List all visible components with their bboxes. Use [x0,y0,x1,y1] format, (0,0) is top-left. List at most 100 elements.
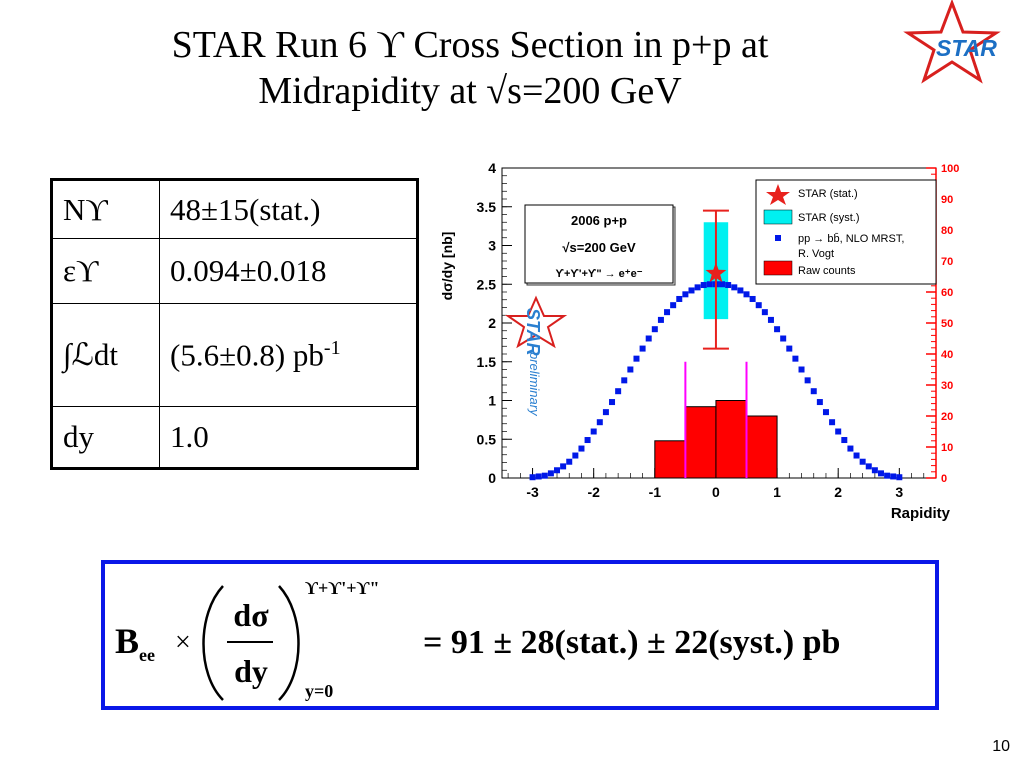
nlo-curve-point [829,419,836,426]
left-paren-icon [202,585,224,701]
title-line-1: STAR Run 6 ϒ Cross Section in p+p at [171,24,769,66]
nlo-curve-point [566,458,573,465]
y-tick-label: 3.5 [477,199,497,215]
formula-times: × [175,627,191,658]
table-key: ∫ℒdt [51,303,160,407]
slide-title: STAR Run 6 ϒ Cross Section in p+p at Mid… [60,22,880,114]
cross-section-formula: B ee × dσ dy ϒ+ϒ'+ϒ" y=0 = 91 ± 28(stat.… [101,560,939,710]
nlo-curve-point [706,281,713,288]
y-tick-label: 3 [488,238,496,254]
star-logo-outline-icon [903,0,1001,84]
luminosity-unit-exponent: -1 [323,336,341,359]
title-line-2: Midrapidity at √s=200 GeV [258,70,682,112]
x-tick-label: 1 [773,484,781,500]
nlo-curve-point [547,470,554,477]
nlo-curve-point [749,295,756,302]
nlo-curve-point [602,409,609,416]
legend-nlo-line-2: R. Vogt [798,248,834,260]
nlo-curve-point [822,409,829,416]
formula-b-subscript: ee [139,645,155,665]
page-number: 10 [992,738,1010,755]
right-tick-label: 100 [941,163,959,175]
info-line-3: ϒ+ϒ'+ϒ" → e⁺e⁻ [555,268,642,280]
y-tick-label: 1 [488,393,496,409]
x-tick-label: -2 [587,484,600,500]
nlo-curve-point [645,335,652,342]
nlo-curve-point [761,309,768,316]
formula-upper-limit: ϒ+ϒ'+ϒ" [305,578,380,598]
x-tick-label: 0 [712,484,720,500]
nlo-curve-point [664,309,671,316]
x-tick-label: 3 [895,484,903,500]
luminosity-value: (5.6±0.8) pb [170,337,324,373]
nlo-curve-point [737,287,744,294]
star-preliminary-watermark: STAR preliminary [504,295,568,417]
nlo-curve-point [688,287,695,294]
watermark-star-text: STAR [523,308,543,356]
nlo-curve-point [786,345,793,352]
nlo-curve-point [725,282,732,289]
legend-star-stat: STAR (stat.) [798,188,858,200]
watermark-preliminary-text: preliminary [527,351,542,417]
table-value: 48±15(stat.) [159,179,418,239]
nlo-curve-point [676,295,683,302]
nlo-curve-point [767,316,774,323]
nlo-curve-point [621,377,628,384]
nlo-curve-point [804,377,811,384]
nlo-curve-point [743,291,750,298]
nlo-curve-point [590,428,597,435]
right-tick-label: 0 [941,473,947,485]
parameter-table: Nϒ 48±15(stat.) εϒ 0.094±0.018 ∫ℒdt (5.6… [50,178,419,470]
table-key: εϒ [51,238,160,304]
y-tick-label: 2.5 [477,276,497,292]
nlo-curve-point [877,470,884,477]
y-tick-label: 0 [488,470,496,486]
raw-count-bar [654,440,686,479]
nlo-curve-point [841,437,848,444]
right-tick-label: 80 [941,225,953,237]
nlo-curve-point [798,366,805,373]
table-value: 0.094±0.018 [159,238,418,304]
nlo-curve-point [896,474,903,481]
nlo-curve-point [700,282,707,289]
nlo-curve-point [810,388,817,395]
info-line-2: √s=200 GeV [562,240,636,255]
table-key: dy [51,406,160,469]
nlo-curve-point [884,472,891,479]
nlo-curve-point [816,399,823,406]
nlo-curve-point [633,355,640,362]
y-axis-label: dσ/dy [nb] [439,232,455,301]
nlo-curve-point [554,467,561,474]
legend-raw-counts: Raw counts [798,265,856,277]
watermark-star-icon [504,295,568,349]
legend-nlo-line-1: pp → bb̄, NLO MRST, [798,232,904,245]
x-tick-label: 2 [834,484,842,500]
table-value: (5.6±0.8) pb-1 [159,303,418,407]
formula-result: = 91 ± 28(stat.) ± 22(syst.) pb [423,624,840,661]
nlo-curve-point [657,316,664,323]
nlo-curve-point [529,474,536,481]
legend-raw-swatch [763,260,793,276]
x-tick-label: -3 [526,484,539,500]
raw-count-bar [715,400,748,479]
star-logo-text: STAR [936,35,997,61]
nlo-curve-point [609,399,616,406]
legend-star-icon [766,184,790,205]
nlo-curve-point [578,445,585,452]
nlo-curve-point [731,284,738,291]
nlo-curve-point [584,437,591,444]
formula-denominator: dy [234,653,268,689]
nlo-curve-point [639,345,646,352]
formula-b: B [115,621,139,661]
table-row: εϒ 0.094±0.018 [51,238,418,304]
right-tick-label: 40 [941,349,953,361]
formula-lower-limit: y=0 [305,681,333,701]
formula-numerator: dσ [233,597,269,633]
y-tick-label: 2 [488,315,496,331]
raw-count-bar [746,415,778,479]
right-paren-icon [278,585,300,701]
nlo-curve-point [541,472,548,479]
nlo-curve-point [682,291,689,298]
table-row: ∫ℒdt (5.6±0.8) pb-1 [51,303,418,407]
legend-syst-swatch [763,209,793,225]
